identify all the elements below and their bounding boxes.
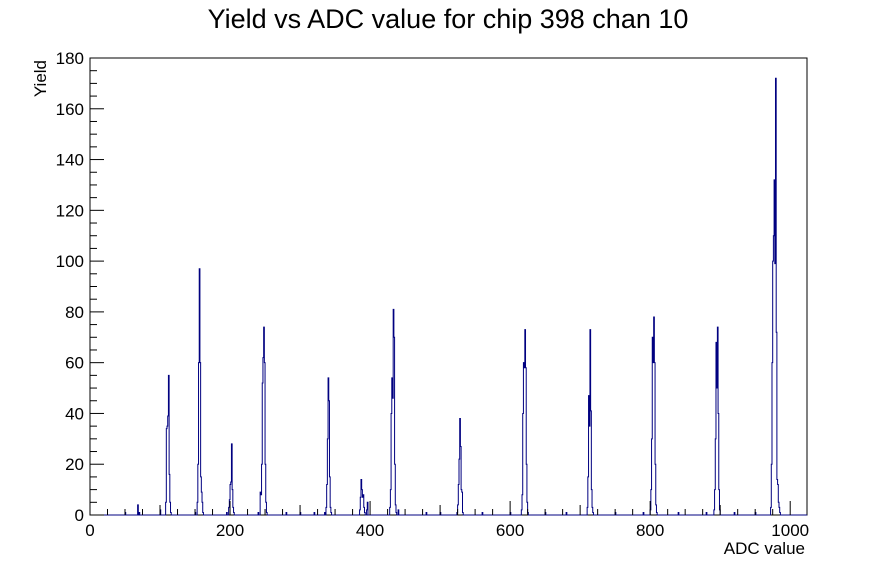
- y-tick-label: 140: [56, 151, 84, 170]
- x-axis-label: ADC value: [724, 539, 805, 558]
- y-tick-label: 20: [65, 455, 84, 474]
- y-tick-label: 160: [56, 100, 84, 119]
- y-axis-label: Yield: [31, 60, 50, 97]
- histogram-series: [90, 77, 807, 516]
- y-tick-label: 60: [65, 354, 84, 373]
- x-tick-label: 1000: [771, 521, 809, 540]
- x-tick-label: 0: [85, 521, 94, 540]
- y-tick-label: 0: [75, 506, 84, 525]
- y-tick-label: 100: [56, 252, 84, 271]
- y-tick-label: 80: [65, 303, 84, 322]
- plot-area: 0 200 400 600 800 1000 0 20 40 60 80 100 120 140 160 18…: [56, 49, 809, 540]
- plot-frame: [89, 57, 808, 516]
- x-tick-label: 200: [216, 521, 244, 540]
- x-tick-label: 400: [356, 521, 384, 540]
- y-tick-label: 40: [65, 404, 84, 423]
- x-tick-label: 600: [496, 521, 524, 540]
- x-tick-label: 800: [636, 521, 664, 540]
- y-tick-label: 120: [56, 201, 84, 220]
- chart-title: Yield vs ADC value for chip 398 chan 10: [208, 4, 689, 34]
- y-tick-label: 180: [56, 49, 84, 68]
